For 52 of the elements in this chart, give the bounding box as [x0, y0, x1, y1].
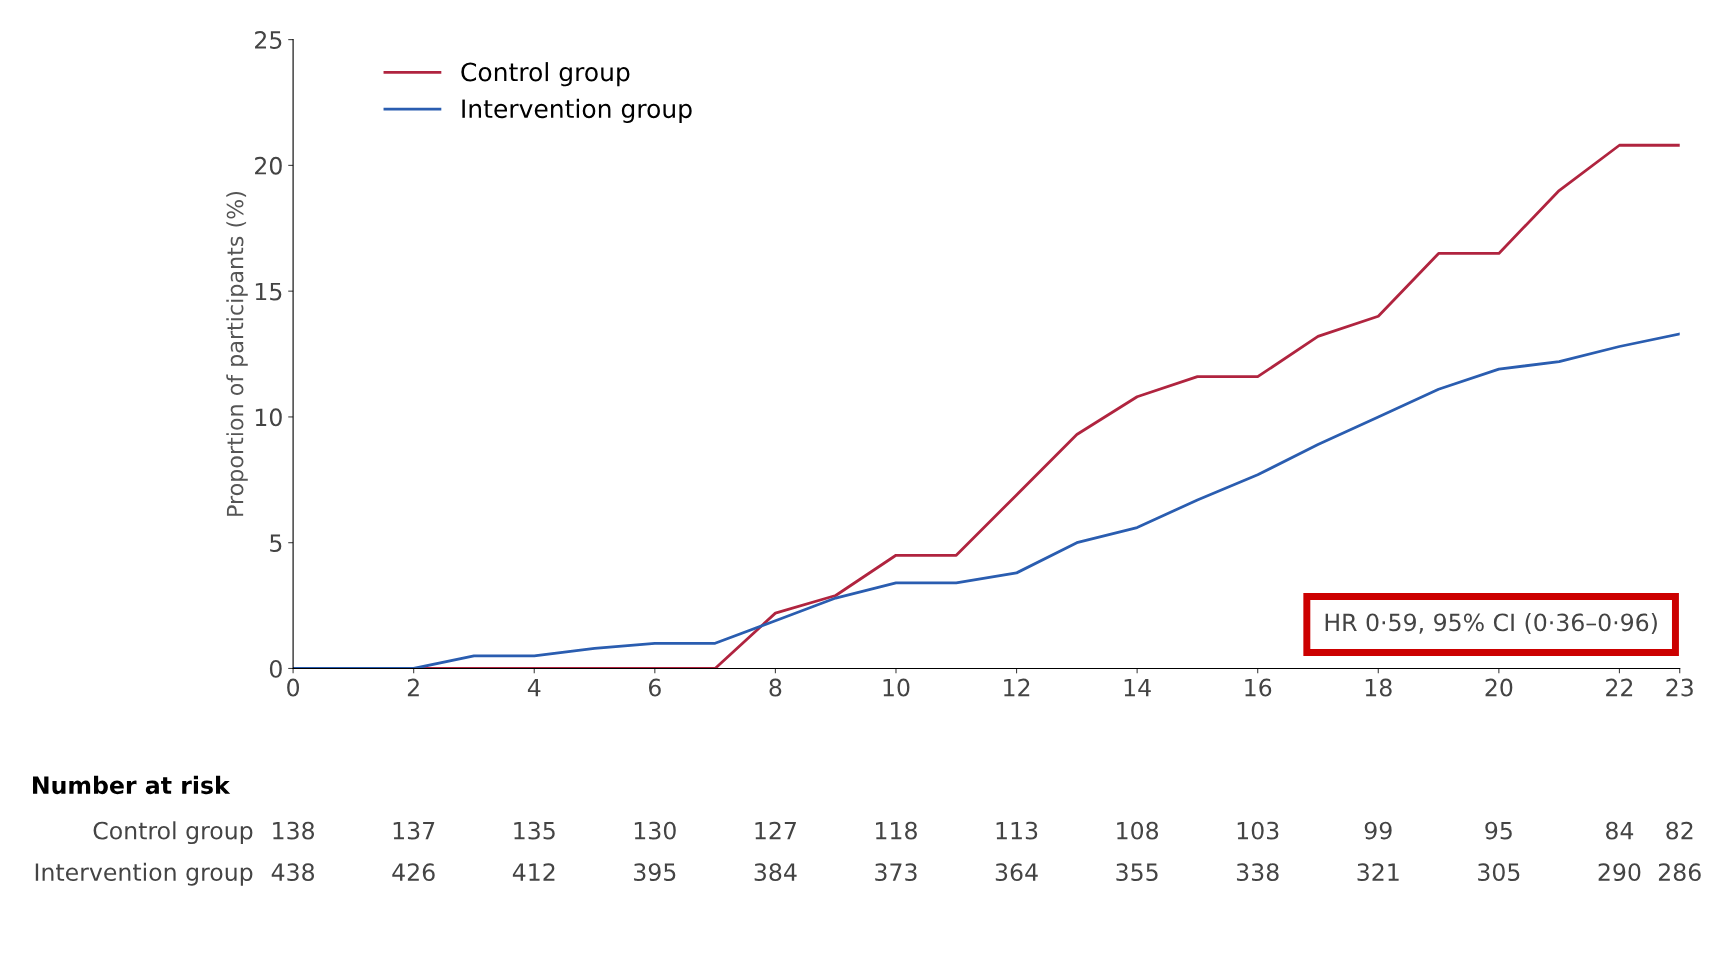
x-tick-label: 18 — [1365, 678, 1392, 697]
x-tick-label: 6 — [648, 678, 661, 697]
text: 84 — [1606, 821, 1634, 840]
text: 321 — [1357, 863, 1399, 882]
x-tick-label: 23 — [1666, 678, 1693, 697]
text: 137 — [393, 821, 435, 840]
x-tick-label: 8 — [769, 678, 782, 697]
text: 305 — [1478, 863, 1520, 882]
text: 118 — [876, 821, 917, 840]
text: 373 — [875, 863, 917, 882]
x-tick-label: 2 — [407, 678, 419, 697]
annotation: HR 0·59, 95% CI (0·36–0·96) — [1325, 613, 1657, 635]
text: 384 — [754, 863, 797, 882]
x-tick-label: 16 — [1245, 678, 1272, 697]
x-tick-label: 10 — [883, 678, 910, 697]
text: 364 — [995, 863, 1038, 882]
y-tick-label: 25 — [255, 31, 282, 49]
text: 426 — [392, 863, 435, 882]
x-tick-label: 22 — [1606, 678, 1633, 697]
y-tick-label: 5 — [270, 534, 282, 552]
text: Intervention group — [35, 862, 253, 886]
text: 135 — [514, 821, 555, 840]
text: 395 — [634, 863, 676, 882]
text: Number at risk — [33, 775, 231, 795]
text: 286 — [1658, 863, 1701, 882]
legend-label: Intervention group — [462, 98, 692, 123]
text: 99 — [1364, 821, 1392, 840]
x-tick-label: 20 — [1485, 678, 1513, 697]
x-tick-label: 12 — [1004, 678, 1030, 697]
x-tick-label: 4 — [527, 678, 541, 697]
x-tick-label: 14 — [1124, 678, 1151, 697]
y-tick-label: 10 — [255, 408, 282, 427]
text: Control group — [93, 821, 253, 845]
text: 412 — [512, 863, 555, 881]
text: 127 — [755, 821, 796, 840]
text: 130 — [634, 821, 676, 840]
y-tick-label: 20 — [255, 156, 282, 175]
text: 355 — [1116, 863, 1158, 882]
text: 138 — [273, 821, 315, 840]
y-tick-label: 0 — [269, 659, 282, 678]
text: 103 — [1237, 821, 1279, 840]
text: 95 — [1485, 821, 1512, 840]
text: 338 — [1236, 863, 1279, 882]
text: 438 — [271, 863, 315, 882]
text: 82 — [1666, 821, 1693, 840]
text: 290 — [1598, 863, 1641, 882]
y-axis-title: Proportion of participants (%) — [226, 191, 248, 516]
x-tick-label: 0 — [287, 678, 300, 697]
y-tick-label: 15 — [255, 282, 282, 301]
legend-label: Control group — [461, 62, 630, 87]
text: 113 — [996, 821, 1038, 840]
text: 108 — [1117, 821, 1159, 840]
